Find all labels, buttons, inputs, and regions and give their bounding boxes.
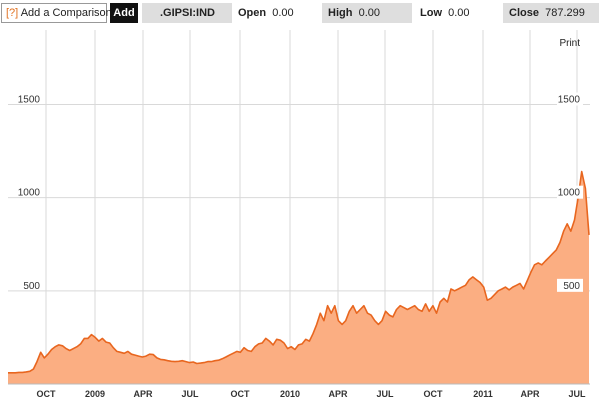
add-comparison-label: Add a Comparison <box>20 7 112 19</box>
y-tick-label-right: 1000 <box>558 188 581 199</box>
close-value: 787.299 <box>545 7 585 19</box>
x-tick-label: 2011 <box>473 389 493 399</box>
print-link[interactable]: Print <box>559 38 580 49</box>
x-tick-label: 2009 <box>85 389 105 399</box>
y-tick-label-left: 500 <box>23 281 40 292</box>
x-tick-label: OCT <box>231 389 251 399</box>
y-tick-label-right: 1500 <box>558 95 581 106</box>
help-link[interactable]: [?] <box>6 7 19 19</box>
y-tick-label-bg <box>557 92 583 106</box>
x-tick-label: APR <box>328 389 348 399</box>
y-tick-label-right: 500 <box>563 281 580 292</box>
add-button[interactable]: Add <box>110 3 138 23</box>
open-stat: Open 0.00 <box>232 3 320 23</box>
low-label: Low <box>420 7 442 19</box>
y-tick-label-bg <box>557 278 583 292</box>
x-tick-label: JUL <box>568 389 586 399</box>
y-tick-label-bg <box>557 185 583 199</box>
symbol-label: .GIPSI:IND <box>142 3 232 23</box>
high-label: High <box>328 7 353 19</box>
price-line <box>8 170 590 374</box>
add-comparison-input[interactable]: [?] Add a Comparison <box>1 3 112 23</box>
low-value: 0.00 <box>448 7 470 19</box>
low-stat: Low 0.00 <box>414 3 500 23</box>
y-tick-label-left: 1500 <box>18 95 41 106</box>
high-stat: High 0.00 <box>322 3 412 23</box>
close-label: Close <box>509 7 539 19</box>
x-tick-label: OCT <box>37 389 57 399</box>
x-tick-label: APR <box>133 389 153 399</box>
x-tick-label: JUL <box>181 389 199 399</box>
x-tick-label: APR <box>520 389 540 399</box>
y-tick-label-left: 1000 <box>18 188 41 199</box>
price-area <box>8 171 589 384</box>
open-label: Open <box>238 7 267 19</box>
x-tick-label: JUL <box>376 389 394 399</box>
open-value: 0.00 <box>272 7 294 19</box>
x-tick-label: OCT <box>424 389 444 399</box>
x-tick-label: 2010 <box>280 389 300 399</box>
close-stat: Close 787.299 <box>503 3 599 23</box>
high-value: 0.00 <box>358 7 380 19</box>
toolbar: [?] Add a Comparison Add .GIPSI:IND Open… <box>0 0 600 28</box>
